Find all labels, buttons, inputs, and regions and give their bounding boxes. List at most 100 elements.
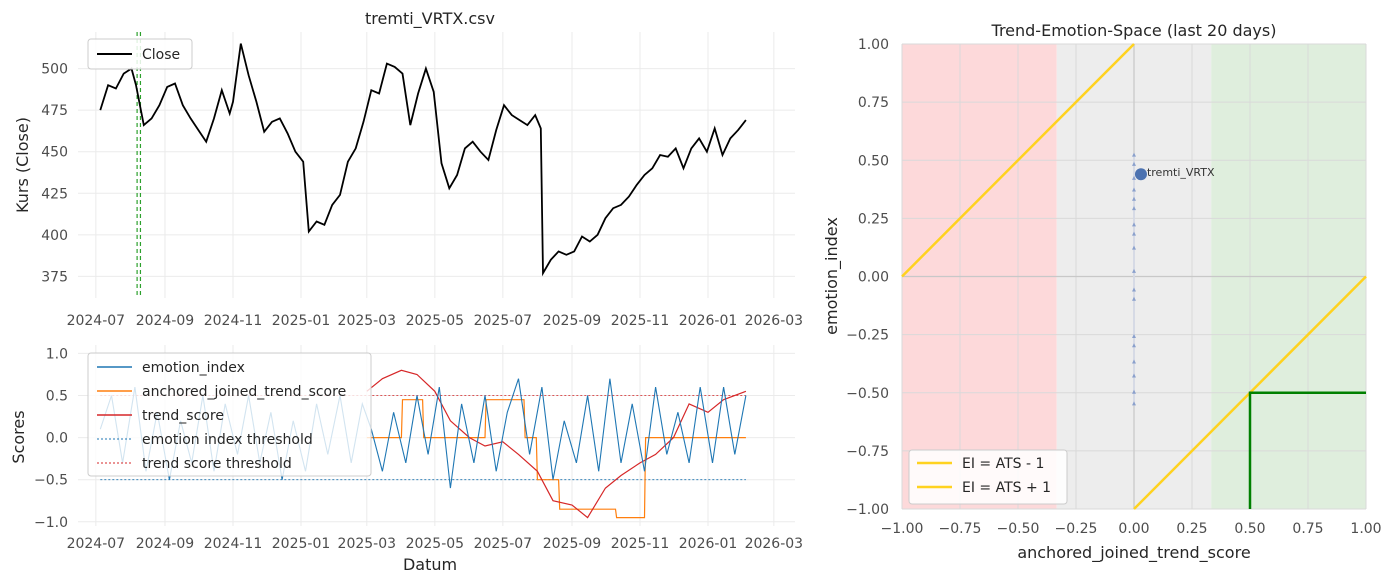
legend-label-emotion-index: emotion_index [142,360,245,376]
close-x-tick-label: 2025-07 [474,313,533,329]
space-xlabel: anchored_joined_trend_score [1017,543,1250,563]
current-point: tremti_VRTX [1134,166,1215,181]
space-legend: EI = ATS - 1 EI = ATS + 1 [908,449,1068,505]
close-panel-y-ticks: 375 400 425 450 475 500 [41,62,68,286]
target-box-outline [1248,391,1366,509]
close-price-panel: tremti_VRTX.csv 375 400 425 450 475 500 2024-… [13,9,803,329]
close-panel-title: tremti_VRTX.csv [365,9,495,29]
scores-panel-ylabel: Scores [9,410,28,463]
space-y-tick-label: −1.00 [846,502,889,518]
scores-x-tick-label: 2024-09 [136,536,195,552]
close-legend-label: Close [142,47,180,63]
space-x-tick-label: 0.50 [1234,521,1265,537]
close-y-tick-label: 475 [41,103,68,119]
trail-marker [1132,389,1136,394]
trail-marker [1132,222,1136,227]
legend-label-ats: anchored_joined_trend_score [142,384,346,400]
legend-label-trend-score: trend_score [142,408,224,424]
space-x-tick-label: 0.00 [1118,521,1149,537]
scores-x-tick-label: 2025-03 [338,536,397,552]
trail-marker [1132,287,1136,292]
legend-label-ei-ats-plus: EI = ATS + 1 [962,480,1051,496]
space-x-tick-label: 0.75 [1292,521,1323,537]
close-x-tick-label: 2025-05 [406,313,465,329]
scores-x-tick-label: 2025-11 [611,536,670,552]
trail-marker [1132,333,1136,338]
trail-marker [1132,175,1136,180]
legend-label-ei-ats-minus: EI = ATS - 1 [962,456,1044,472]
trail-marker [1132,401,1136,406]
space-y-tick-label: −0.25 [846,328,889,344]
space-ylabel: emotion_index [822,217,842,335]
close-x-tick-label: 2026-03 [745,313,804,329]
space-y-tick-label: −0.75 [846,444,889,460]
trail-marker [1132,296,1136,301]
space-x-tick-label: −1.00 [881,521,924,537]
scores-x-tick-label: 2025-09 [543,536,602,552]
trail-markers [1132,152,1136,406]
close-y-tick-label: 450 [41,145,68,161]
space-panel-title: Trend-Emotion-Space (last 20 days) [991,21,1277,40]
trail-marker [1132,343,1136,348]
anchored-joined-trend-score-line [366,399,746,519]
scores-x-tick-label: 2025-05 [406,536,465,552]
close-price-line [99,43,747,277]
current-point-marker [1134,168,1147,181]
scores-legend: emotion_index anchored_joined_trend_scor… [87,352,372,477]
trail-marker [1132,359,1136,364]
space-x-tick-label: 0.25 [1176,521,1207,537]
close-x-tick-label: 2025-09 [543,313,602,329]
trail-marker [1132,187,1136,192]
space-y-ticks: 1.00 0.75 0.50 0.25 0.00 −0.25 −0.50 −0.75 −1.00 [846,37,889,518]
close-legend: Close [87,38,193,70]
trail-marker [1132,161,1136,166]
trail-marker [1132,231,1136,236]
scores-panel-xlabel: Datum [403,555,457,574]
space-x-tick-label: 1.00 [1350,521,1381,537]
green-vertical-markers [136,32,142,298]
space-x-tick-label: −0.50 [997,521,1040,537]
close-x-tick-label: 2024-09 [136,313,195,329]
scores-panel: −1.0−0.50.00.51.0 2024-07 2024-09 2024-11 2… [9,345,803,574]
space-y-tick-label: −0.50 [846,386,889,402]
scores-x-tick-label: 2026-03 [745,536,804,552]
space-x-tick-label: −0.75 [939,521,982,537]
scores-y-tick-label: 0.5 [46,389,68,405]
space-x-ticks: −1.00 −0.75 −0.50 −0.25 0.00 0.25 0.50 0.75 1.00 [881,521,1382,537]
space-y-tick-label: 0.25 [858,211,889,227]
close-panel-grid [78,32,795,298]
close-legend-box [87,38,193,70]
space-diagonal-line [901,43,1135,278]
trail-marker [1132,373,1136,378]
target-box [1248,391,1366,509]
legend-label-ts-threshold: trend score threshold [142,456,292,472]
close-x-tick-label: 2024-11 [204,313,263,329]
trail-marker [1132,206,1136,211]
trail-marker [1132,245,1136,250]
scores-y-tick-label: 0.0 [46,431,68,447]
space-y-tick-label: 0.75 [858,95,889,111]
close-panel-x-ticks: 2024-07 2024-09 2024-11 2025-01 2025-03 2025-… [67,313,803,329]
trail-marker [1132,152,1136,157]
scores-y-tick-label: −1.0 [34,515,68,531]
current-point-label: tremti_VRTX [1147,166,1215,179]
close-x-tick-label: 2025-11 [611,313,670,329]
scores-x-tick-label: 2024-07 [67,536,126,552]
close-y-tick-label: 500 [41,62,68,78]
space-y-tick-label: 1.00 [858,37,889,53]
space-y-tick-label: 0.00 [858,270,889,286]
trail-marker [1132,196,1136,201]
scores-panel-x-ticks: 2024-07 2024-09 2024-11 2025-01 2025-03 2025-… [67,536,803,552]
scores-x-tick-label: 2025-07 [474,536,533,552]
close-y-tick-label: 400 [41,228,68,244]
close-y-tick-label: 425 [41,186,68,202]
close-x-tick-label: 2025-03 [338,313,397,329]
scores-x-tick-label: 2024-11 [204,536,263,552]
close-x-tick-label: 2025-01 [272,313,331,329]
space-x-tick-label: −0.25 [1055,521,1098,537]
space-y-tick-label: 0.50 [858,153,889,169]
close-x-tick-label: 2024-07 [67,313,126,329]
trail-marker [1132,268,1136,273]
close-panel-ylabel: Kurs (Close) [13,117,32,213]
